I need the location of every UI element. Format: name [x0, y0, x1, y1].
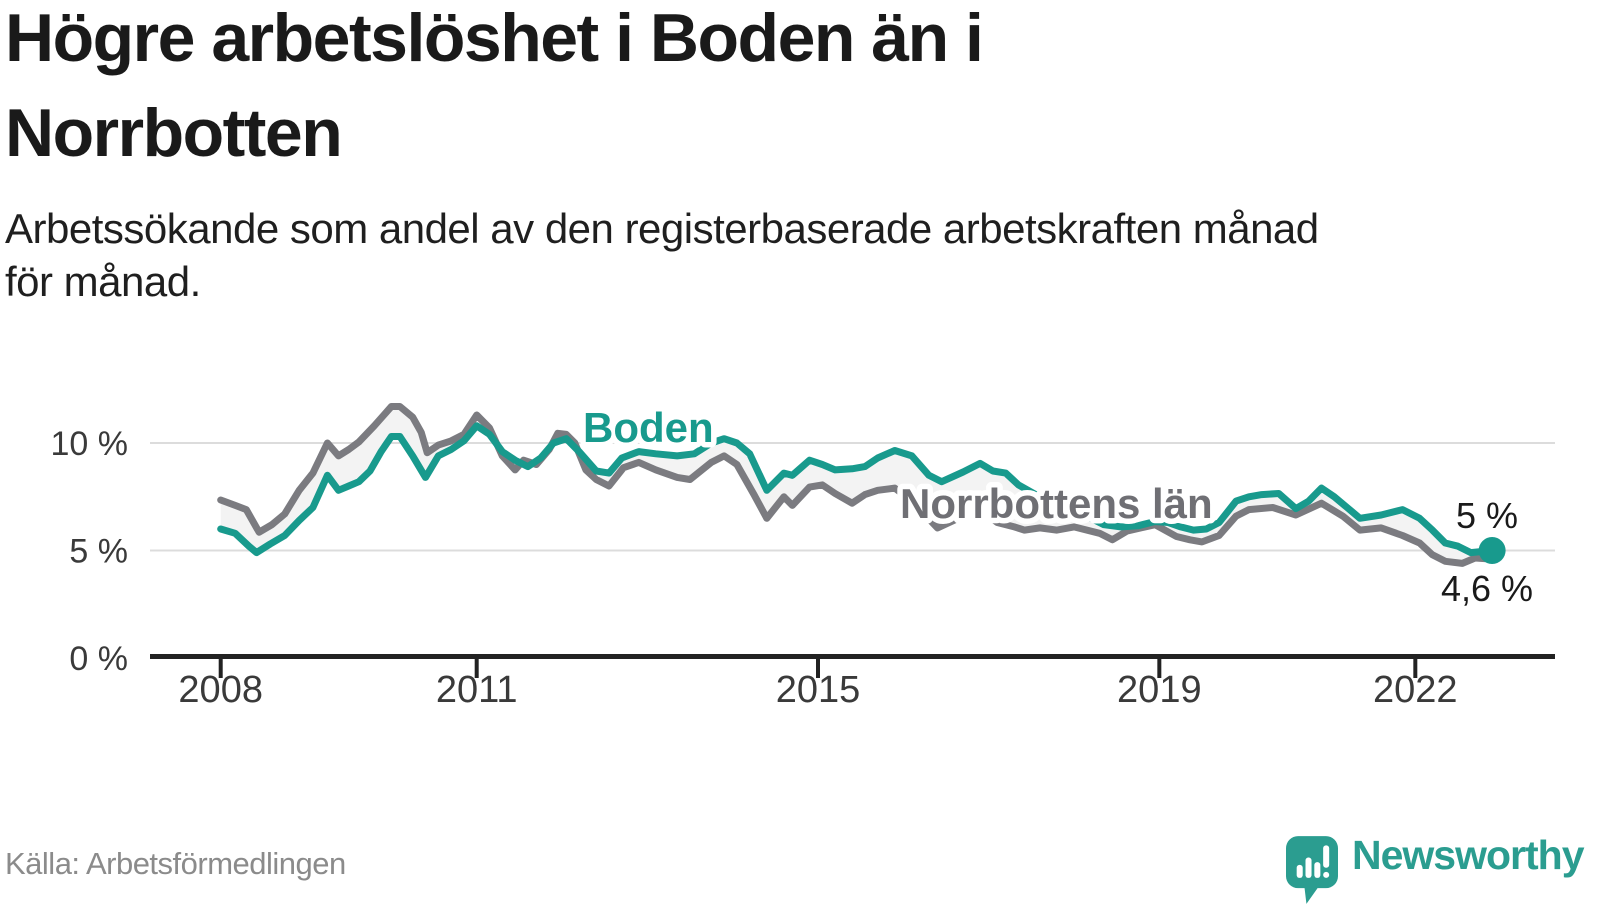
end-dot-boden: [1478, 537, 1506, 564]
y-tick-label: 10 %: [51, 425, 129, 463]
x-tick-label: 2015: [776, 669, 861, 711]
x-tick-label: 2008: [178, 669, 263, 711]
x-tick-label: 2019: [1117, 669, 1202, 711]
y-tick-label: 0 %: [69, 640, 128, 678]
line-boden: [217, 422, 1496, 557]
series-label-boden: Boden: [583, 404, 714, 451]
source-note: Källa: Arbetsförmedlingen: [5, 846, 346, 881]
page-subtitle-line1: Arbetssökande som andel av den registerb…: [5, 205, 1319, 252]
series-label-norrbotten: Norrbottens län: [900, 480, 1213, 527]
page-title: Högre arbetslöshet i Boden än i Norrbotte…: [5, 0, 1565, 181]
line-norrbotten: [217, 403, 1496, 567]
x-tick-label: 2022: [1373, 669, 1458, 711]
newsworthy-logo-text: Newsworthy: [1352, 832, 1584, 878]
end-label-norrbotten: 4,6 %: [1441, 568, 1533, 609]
page-subtitle: Arbetssökande som andel av den registerb…: [5, 202, 1565, 308]
end-label-boden: 5 %: [1456, 495, 1518, 536]
newsworthy-logo: Newsworthy: [1286, 832, 1596, 906]
x-tick-label: 2011: [436, 669, 518, 711]
y-tick-label: 5 %: [69, 533, 128, 571]
page-subtitle-line2: för månad.: [5, 258, 201, 305]
page-title-line2: Norrbotten: [5, 95, 343, 171]
newsworthy-logo-icon: [1286, 836, 1338, 904]
page-title-line1: Högre arbetslöshet i Boden än i: [5, 0, 984, 76]
series-band: [220, 406, 1493, 564]
